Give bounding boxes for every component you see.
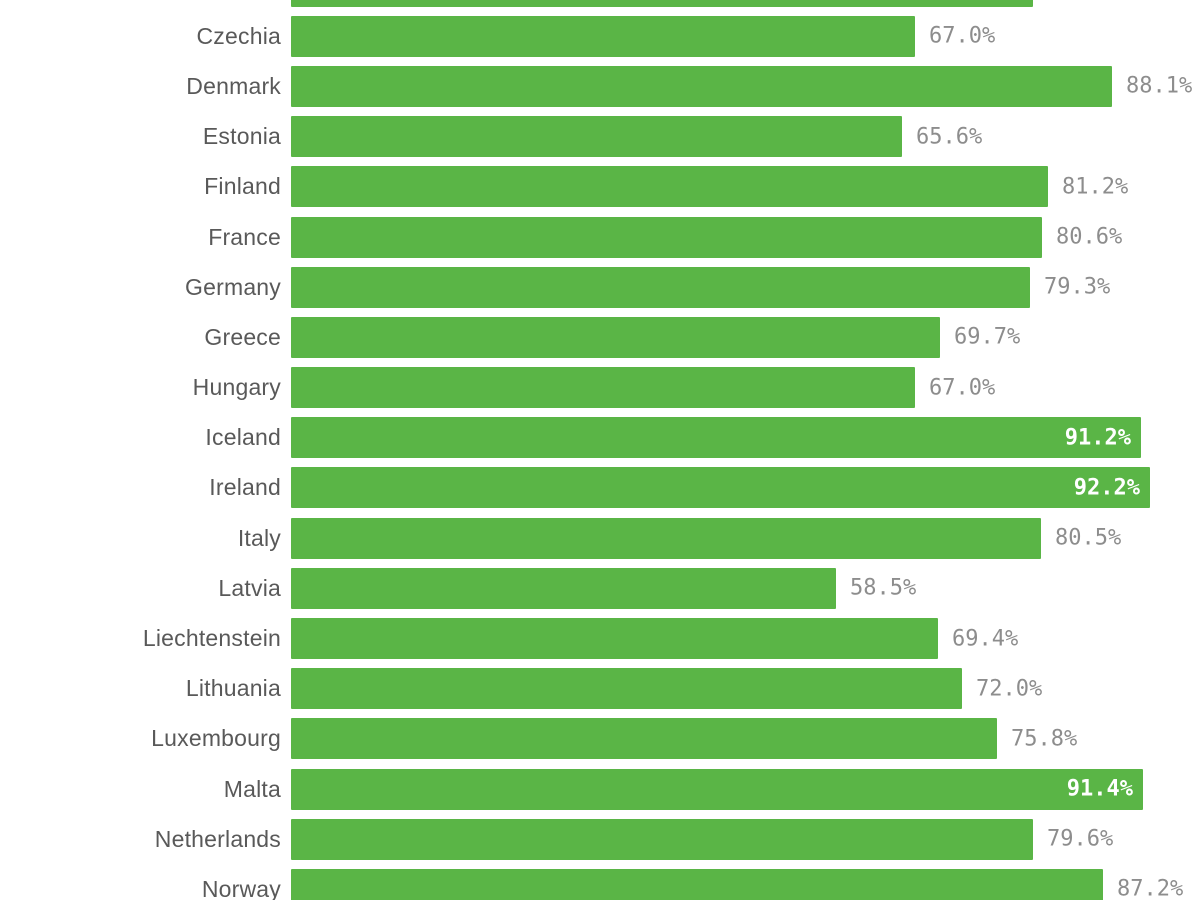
bar-area: 91.4% — [291, 768, 1200, 810]
chart-row: Germany 79.3% — [0, 262, 1200, 312]
chart-row: Liechtenstein 69.4% — [0, 613, 1200, 663]
value-label-outside: 87.2% — [1117, 876, 1184, 900]
country-label: Ireland — [209, 474, 281, 501]
bar-area: 75.8% — [291, 718, 1200, 760]
bar-area: 67.0% — [291, 15, 1200, 57]
bar-area: 91.2% — [291, 417, 1200, 459]
value-label-inside: 92.2% — [1073, 475, 1140, 501]
country-label: Hungary — [192, 374, 281, 401]
bar[interactable] — [291, 718, 997, 760]
country-label: Malta — [223, 775, 281, 802]
bar[interactable] — [291, 517, 1041, 559]
bar[interactable] — [291, 618, 938, 660]
chart-row: Luxembourg 75.8% — [0, 714, 1200, 764]
value-label-outside: 80.6% — [1056, 224, 1123, 250]
country-label: Germany — [185, 273, 281, 300]
country-label: Estonia — [202, 123, 281, 150]
bar[interactable] — [291, 567, 836, 609]
value-label-outside: 69.4% — [952, 626, 1019, 652]
chart-row: Czechia 67.0% — [0, 11, 1200, 61]
country-label: Italy — [237, 524, 281, 551]
country-label: Lithuania — [185, 675, 281, 702]
bar-area: 81.2% — [291, 166, 1200, 208]
bar[interactable] — [291, 668, 962, 710]
value-label-outside: 79.6% — [1047, 826, 1114, 852]
value-label-outside: 88.1% — [1126, 73, 1193, 99]
chart-row: Finland 81.2% — [0, 162, 1200, 212]
bar[interactable] — [291, 0, 1033, 7]
bar-area: 87.2% — [291, 868, 1200, 900]
chart-row: Norway 87.2% — [0, 864, 1200, 900]
value-label-inside: 91.4% — [1066, 776, 1133, 802]
chart-row: Italy 80.5% — [0, 513, 1200, 563]
bar-area — [291, 0, 1200, 7]
chart-row: France 80.6% — [0, 212, 1200, 262]
country-label: Norway — [201, 875, 281, 900]
value-label-outside: 81.2% — [1062, 174, 1129, 200]
chart-row: Lithuania 72.0% — [0, 664, 1200, 714]
bar-area: 80.5% — [291, 517, 1200, 559]
bar[interactable] — [291, 818, 1033, 860]
value-label-outside: 67.0% — [929, 23, 996, 49]
bar[interactable] — [291, 65, 1112, 107]
bar-area: 79.3% — [291, 266, 1200, 308]
bar-area: 79.6% — [291, 818, 1200, 860]
bar[interactable] — [291, 367, 915, 409]
bar[interactable] — [291, 266, 1030, 308]
country-label: France — [208, 223, 281, 250]
country-label: Greece — [204, 323, 281, 350]
value-label-inside: 91.2% — [1064, 425, 1131, 451]
chart-row: Hungary 67.0% — [0, 363, 1200, 413]
bar-area: 69.4% — [291, 618, 1200, 660]
value-label-outside: 72.0% — [976, 676, 1043, 702]
bar[interactable]: 92.2% — [291, 467, 1150, 509]
bar-area: 88.1% — [291, 65, 1200, 107]
value-label-outside: 69.7% — [954, 324, 1021, 350]
bar-area: 65.6% — [291, 116, 1200, 158]
country-label: Finland — [204, 173, 281, 200]
bar[interactable]: 91.4% — [291, 768, 1143, 810]
value-label-outside: 79.3% — [1044, 274, 1111, 300]
chart-row: Netherlands 79.6% — [0, 814, 1200, 864]
value-label-outside: 75.8% — [1011, 726, 1078, 752]
value-label-outside: 67.0% — [929, 375, 996, 401]
bar[interactable] — [291, 166, 1048, 208]
country-label: Luxembourg — [151, 725, 281, 752]
bar-area: 67.0% — [291, 367, 1200, 409]
bar[interactable] — [291, 868, 1103, 900]
country-label: Iceland — [205, 424, 281, 451]
country-label: Latvia — [218, 574, 281, 601]
chart-row: Ireland 92.2% — [0, 463, 1200, 513]
chart-row: Estonia 65.6% — [0, 112, 1200, 162]
chart-row: Greece 69.7% — [0, 312, 1200, 362]
value-label-outside: 65.6% — [916, 124, 983, 150]
bar[interactable]: 91.2% — [291, 417, 1141, 459]
value-label-outside: 58.5% — [850, 575, 917, 601]
chart-row: Latvia 58.5% — [0, 563, 1200, 613]
value-label-outside: 80.5% — [1055, 525, 1122, 551]
bar-area: 69.7% — [291, 316, 1200, 358]
chart-row — [0, 0, 1200, 11]
country-label: Denmark — [186, 72, 281, 99]
bar-area: 80.6% — [291, 216, 1200, 258]
bar[interactable] — [291, 316, 940, 358]
bar-area: 58.5% — [291, 567, 1200, 609]
chart-row: Iceland 91.2% — [0, 413, 1200, 463]
chart-row: Denmark 88.1% — [0, 61, 1200, 111]
country-label: Czechia — [196, 22, 281, 49]
country-label: Netherlands — [154, 825, 281, 852]
bar[interactable] — [291, 15, 915, 57]
bar[interactable] — [291, 216, 1042, 258]
bar-area: 92.2% — [291, 467, 1200, 509]
bar[interactable] — [291, 116, 902, 158]
country-label: Liechtenstein — [142, 625, 281, 652]
chart-row: Malta 91.4% — [0, 764, 1200, 814]
bar-area: 72.0% — [291, 668, 1200, 710]
